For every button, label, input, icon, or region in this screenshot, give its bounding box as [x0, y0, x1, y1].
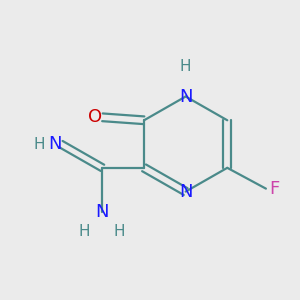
Text: N: N: [48, 135, 61, 153]
Text: O: O: [88, 108, 102, 126]
Text: N: N: [179, 183, 192, 201]
Text: H: H: [79, 224, 90, 239]
Text: H: H: [180, 59, 191, 74]
Text: F: F: [270, 180, 280, 198]
Text: H: H: [34, 136, 45, 152]
Text: N: N: [179, 88, 192, 106]
Text: H: H: [113, 224, 124, 239]
Text: N: N: [96, 203, 109, 221]
